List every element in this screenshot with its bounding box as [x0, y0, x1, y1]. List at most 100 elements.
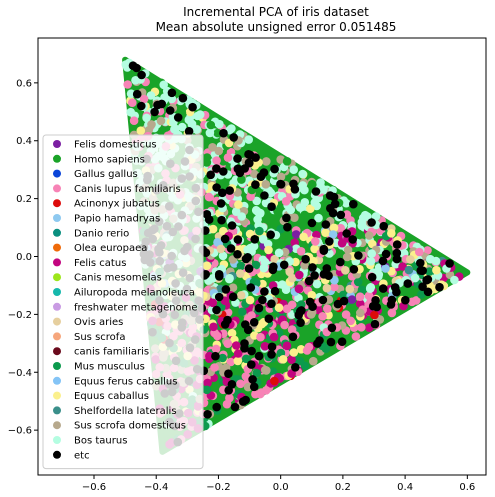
scatter-point [244, 135, 253, 144]
scatter-point [249, 169, 259, 179]
scatter-point [204, 192, 214, 202]
y-tick-label: −0.6 [8, 426, 32, 437]
scatter-point-etc [241, 254, 251, 264]
scatter-point-etc [226, 244, 236, 253]
legend-marker [53, 436, 61, 444]
legend-marker [53, 258, 61, 267]
scatter-point [307, 290, 317, 300]
scatter-point [208, 224, 218, 234]
scatter-point [227, 124, 236, 133]
scatter-point-etc [245, 158, 254, 168]
scatter-point [289, 165, 299, 174]
scatter-point [211, 344, 221, 354]
legend-marker [53, 347, 61, 356]
scatter-point [295, 270, 304, 280]
legend-marker [53, 273, 61, 282]
legend-marker [53, 154, 61, 163]
scatter-point-etc [301, 254, 310, 264]
scatter-point [236, 261, 246, 271]
legend-label: Canis mesomelas [74, 273, 162, 284]
scatter-point [329, 223, 339, 233]
legend-marker [53, 391, 61, 400]
scatter-point-etc [233, 154, 242, 163]
scatter-point-etc [233, 250, 242, 259]
scatter-point [287, 355, 296, 365]
scatter-point-etc [165, 106, 175, 115]
scatter-point [365, 284, 375, 294]
scatter-point-etc [318, 295, 328, 305]
scatter-point-etc [246, 283, 256, 292]
legend: Felis domesticus Homo sapiens Gallus gallu… [42, 134, 204, 470]
scatter-point [170, 125, 179, 134]
scatter-point [300, 185, 309, 195]
scatter-point [139, 94, 149, 104]
legend-label: Felis domesticus [74, 140, 157, 151]
scatter-point [290, 213, 299, 222]
scatter-point [235, 269, 245, 278]
scatter-point [410, 273, 420, 283]
scatter-point-etc [423, 275, 433, 284]
scatter-point [289, 348, 299, 357]
scatter-point-etc [296, 318, 305, 328]
scatter-point-etc [228, 292, 238, 302]
scatter-point [202, 261, 212, 271]
scatter-point [300, 210, 309, 220]
scatter-point [282, 157, 292, 166]
legend-label: Gallus gallus [74, 169, 138, 180]
scatter-point-etc [367, 272, 377, 282]
scatter-point [364, 291, 374, 301]
scatter-point [323, 304, 332, 313]
scatter-point [228, 283, 238, 293]
scatter-point [193, 111, 202, 121]
scatter-point [237, 212, 246, 221]
scatter-point [387, 308, 397, 318]
scatter-point [312, 230, 321, 240]
scatter-point-etc [418, 266, 428, 276]
scatter-point-etc [132, 89, 142, 99]
scatter-point [355, 292, 365, 302]
scatter-point-etc [260, 191, 269, 200]
scatter-point [159, 80, 168, 90]
scatter-point-etc [282, 213, 291, 223]
scatter-point-etc [367, 218, 376, 227]
scatter-point-etc [216, 199, 226, 208]
scatter-point [415, 247, 424, 257]
scatter-point [291, 230, 301, 239]
scatter-point [177, 122, 187, 132]
scatter-point [251, 260, 261, 270]
scatter-point [347, 295, 357, 304]
legend-label: Homo sapiens [74, 154, 145, 165]
legend-marker [53, 450, 61, 459]
scatter-point-etc [233, 235, 243, 244]
scatter-point-etc [321, 220, 331, 229]
x-tick-label: 0.4 [397, 482, 413, 493]
scatter-point [268, 367, 278, 377]
scatter-point-etc [227, 380, 237, 389]
scatter-point-etc [238, 397, 248, 406]
scatter-point [359, 213, 368, 223]
scatter-point-etc [311, 187, 321, 196]
scatter-point [276, 224, 286, 234]
scatter-point [223, 339, 233, 349]
scatter-point-etc [221, 285, 231, 294]
scatter-point [254, 143, 264, 152]
scatter-point [274, 303, 284, 313]
scatter-point [210, 363, 219, 372]
scatter-point-etc [215, 272, 224, 281]
scatter-point-etc [267, 202, 276, 211]
x-tick-label: 0.0 [273, 482, 289, 493]
scatter-point-etc [276, 180, 286, 189]
scatter-point-etc [128, 61, 138, 70]
scatter-point [450, 275, 459, 285]
scatter-point [319, 185, 328, 194]
y-axis: 0.6 0.4 0.2 0.0 −0.2 −0.4 −0.6 [8, 78, 38, 437]
scatter-point-etc [248, 375, 257, 384]
scatter-point [370, 310, 379, 320]
y-tick-label: 0.4 [16, 136, 32, 147]
scatter-point-etc [308, 263, 317, 272]
scatter-point [296, 247, 306, 256]
scatter-point [357, 323, 366, 332]
scatter-point-etc [349, 199, 358, 209]
legend-label: etc [74, 450, 90, 461]
